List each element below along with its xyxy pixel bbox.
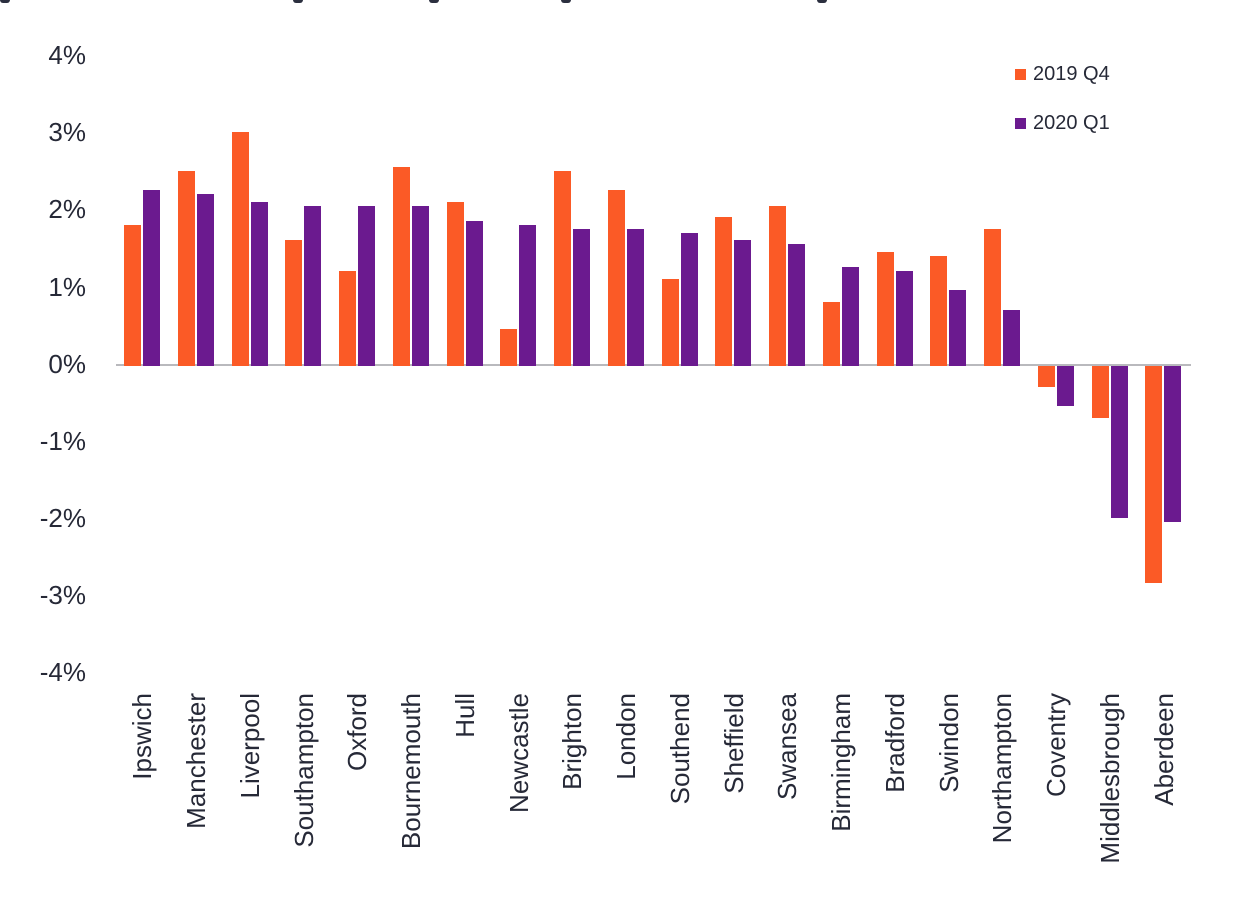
bar-2019q4-london: [607, 190, 625, 366]
cropped-title-fragment: [0, 0, 10, 3]
legend-label-2020-q1: 2020 Q1: [1033, 112, 1110, 134]
x-tick-label: Liverpool: [234, 693, 265, 799]
bar-2020q1-bournemouth: [411, 205, 429, 366]
bar-2019q4-southampton: [285, 240, 303, 366]
bar-2020q1-aberdeen: [1164, 366, 1182, 522]
x-tick-label: Birmingham: [826, 693, 857, 832]
cropped-title-fragment: [429, 0, 439, 3]
bar-2020q1-brighton: [573, 228, 590, 366]
x-tick-label: Brighton: [557, 693, 588, 790]
x-tick-label: Coventry: [1041, 693, 1072, 798]
bar-2019q4-newcastle: [500, 328, 518, 366]
bar-2020q1-swindon: [949, 290, 967, 366]
bar-2020q1-newcastle: [519, 224, 537, 366]
bar-2020q1-liverpool: [250, 201, 268, 366]
bar-2019q4-sheffield: [715, 217, 733, 366]
bar-2019q4-brighton: [554, 170, 571, 366]
y-tick-label: -4%: [39, 657, 86, 687]
bar-2019q4-southend: [661, 278, 679, 366]
bar-2020q1-swansea: [788, 244, 805, 366]
bar-2020q1-northampton: [1003, 309, 1020, 366]
bar-2019q4-bradford: [876, 251, 894, 366]
bar-2019q4-ipswich: [124, 224, 141, 366]
bar-2020q1-manchester: [196, 193, 214, 366]
bar-2019q4-aberdeen: [1145, 366, 1163, 584]
y-tick-label: 4%: [48, 40, 86, 71]
x-tick-label: Bournemouth: [396, 693, 427, 850]
y-tick-label: -2%: [39, 502, 86, 533]
x-tick-label: Ipswich: [127, 693, 158, 780]
y-tick-label: 0%: [48, 348, 86, 379]
x-tick-label: Newcastle: [503, 693, 534, 813]
x-tick-label: Sheffield: [718, 693, 749, 794]
x-tick-label: Swansea: [772, 693, 803, 800]
bar-2020q1-hull: [465, 220, 483, 366]
cropped-title-fragment: [293, 0, 303, 3]
y-tick-label: 3%: [48, 117, 86, 148]
legend-item-2019-q4: 2019 Q4: [1015, 63, 1110, 86]
cropped-title-fragment: [817, 0, 827, 3]
bar-2019q4-liverpool: [231, 132, 249, 366]
bar-2019q4-middlesbrough: [1091, 366, 1109, 418]
bar-2019q4-bournemouth: [392, 166, 410, 366]
bar-2020q1-london: [626, 228, 644, 366]
x-tick-label: Southampton: [288, 693, 319, 848]
x-tick-label: London: [611, 693, 642, 780]
bar-2019q4-hull: [446, 201, 464, 366]
bar-2019q4-swindon: [930, 255, 948, 366]
x-tick-label: Swindon: [933, 693, 964, 793]
bar-2020q1-sheffield: [734, 240, 752, 366]
legend-item-2020-q1: 2020 Q1: [1015, 112, 1110, 135]
bar-2019q4-oxford: [339, 271, 356, 366]
x-tick-label: Aberdeen: [1148, 693, 1179, 806]
bar-2020q1-bradford: [895, 271, 913, 366]
y-tick-label: 2%: [48, 194, 86, 225]
legend-swatch-2020-q1: [1015, 118, 1026, 129]
x-tick-label: Oxford: [342, 693, 373, 772]
bar-2020q1-ipswich: [143, 190, 160, 366]
x-tick-label: Northampton: [987, 693, 1018, 844]
y-tick-label: -1%: [39, 425, 86, 456]
x-tick-label: Bradford: [879, 693, 910, 793]
bar-2020q1-oxford: [358, 205, 375, 366]
bar-2020q1-southampton: [304, 205, 322, 366]
bar-2020q1-birmingham: [841, 267, 859, 366]
cropped-title-fragment: [561, 0, 571, 3]
bar-2020q1-coventry: [1056, 366, 1074, 406]
bar-2020q1-middlesbrough: [1110, 366, 1128, 518]
bar-2019q4-birmingham: [822, 301, 840, 366]
y-tick-label: -3%: [39, 579, 86, 610]
bar-2019q4-coventry: [1037, 366, 1055, 387]
x-tick-label: Hull: [449, 693, 480, 738]
x-tick-label: Middlesbrough: [1094, 693, 1125, 864]
legend-label-2019-q4: 2019 Q4: [1033, 63, 1110, 85]
bar-2019q4-northampton: [984, 228, 1001, 366]
y-tick-label: 1%: [48, 271, 86, 302]
bar-2019q4-manchester: [177, 170, 195, 366]
bar-2019q4-swansea: [769, 205, 786, 366]
x-tick-label: Manchester: [181, 693, 212, 829]
legend-swatch-2019-q4: [1015, 69, 1026, 80]
zero-axis-line: [116, 364, 1191, 366]
x-tick-label: Southend: [664, 693, 695, 805]
bar-2020q1-southend: [680, 232, 698, 366]
